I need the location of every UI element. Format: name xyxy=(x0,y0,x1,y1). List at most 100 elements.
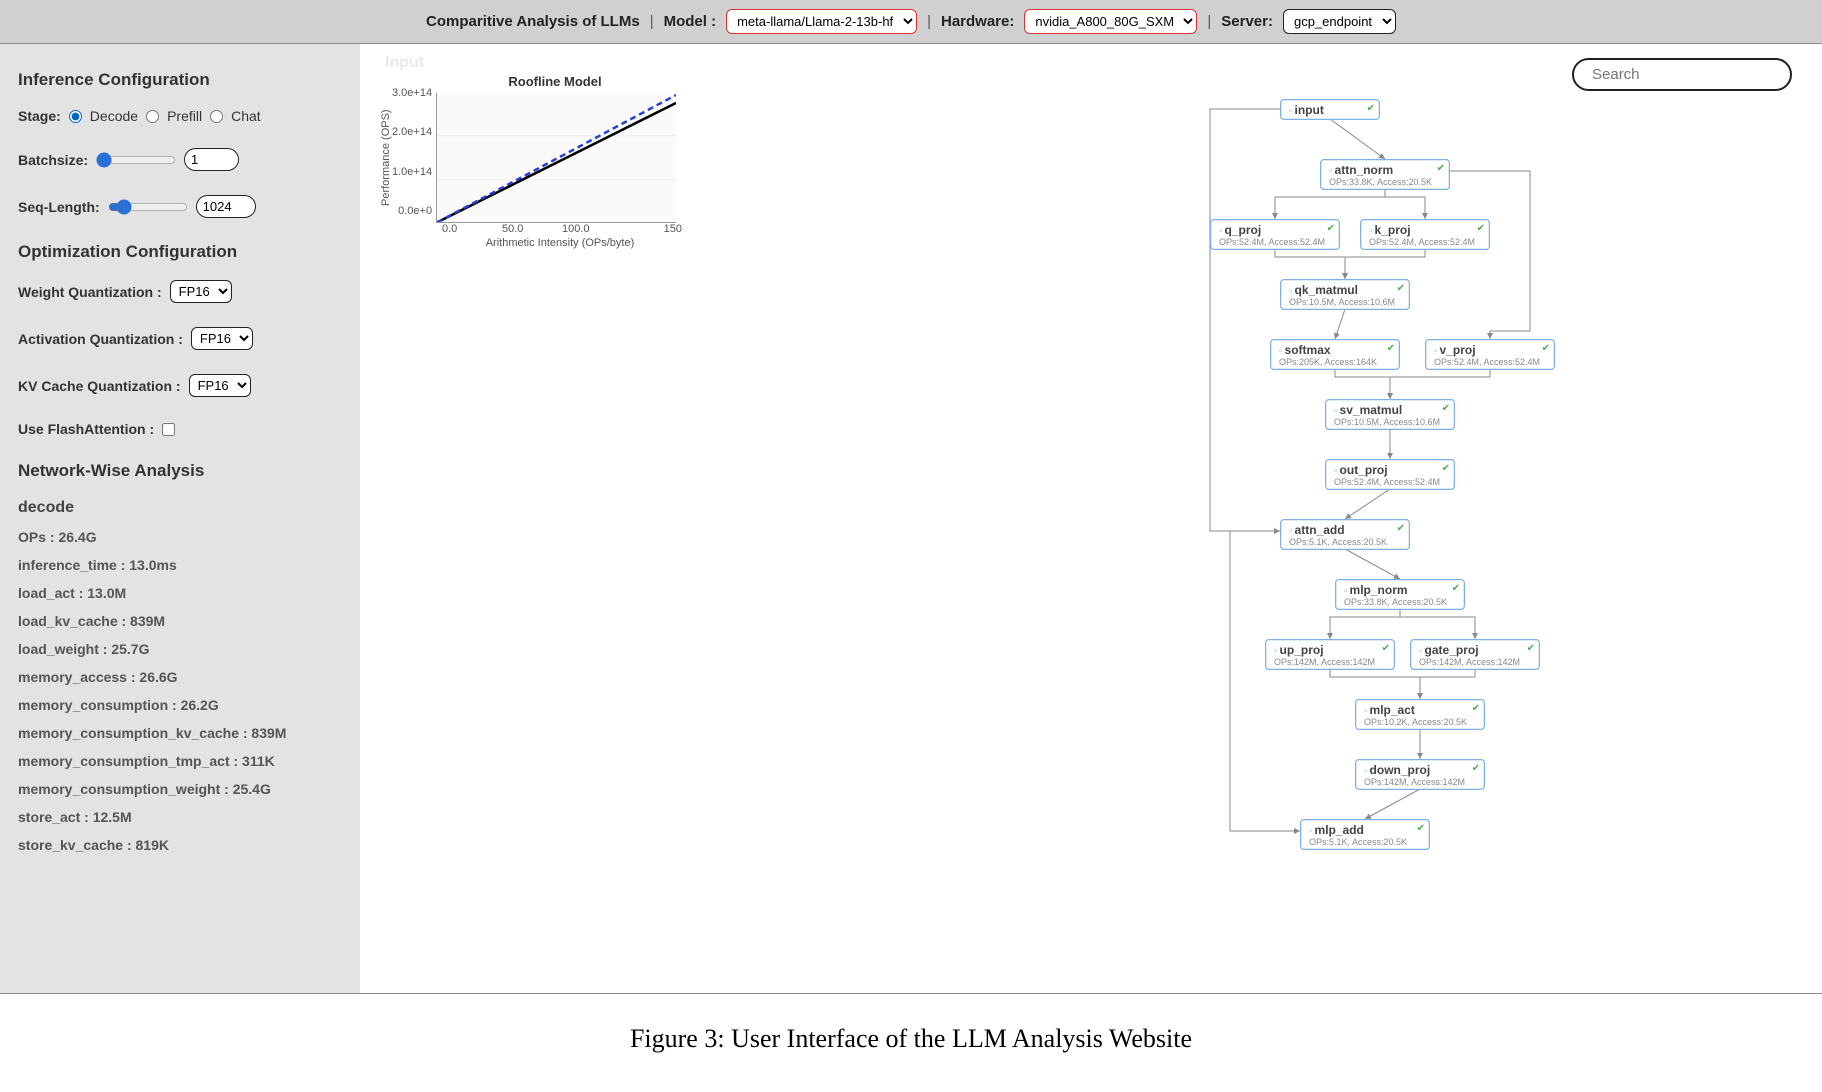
node-meta: OPs:52.4M, Access:52.4M xyxy=(1369,237,1481,247)
graph-node-q_proj[interactable]: ✔q_projOPs:52.4M, Access:52.4M xyxy=(1210,219,1340,250)
graph-node-v_proj[interactable]: ✔v_projOPs:52.4M, Access:52.4M xyxy=(1425,339,1555,370)
batchsize-row: Batchsize: xyxy=(18,148,342,171)
stat-row: load_kv_cache : 839M xyxy=(18,613,342,629)
graph-node-up_proj[interactable]: ✔up_projOPs:142M, Access:142M xyxy=(1265,639,1395,670)
inference-config-header: Inference Configuration xyxy=(18,70,342,90)
node-label: q_proj xyxy=(1219,223,1331,237)
check-icon: ✔ xyxy=(1397,283,1405,294)
node-label: out_proj xyxy=(1334,463,1446,477)
graph-node-qk_matmul[interactable]: ✔qk_matmulOPs:10.5M, Access:10.6M xyxy=(1280,279,1410,310)
graph-node-mlp_add[interactable]: ✔mlp_addOPs:5.1K, Access:20.5K xyxy=(1300,819,1430,850)
stage-option-decode: Decode xyxy=(90,108,138,124)
graph-node-out_proj[interactable]: ✔out_projOPs:52.4M, Access:52.4M xyxy=(1325,459,1455,490)
node-meta: OPs:10.5M, Access:10.6M xyxy=(1334,417,1446,427)
seqlen-label: Seq-Length: xyxy=(18,199,100,215)
node-meta: OPs:52.4M, Access:52.4M xyxy=(1434,357,1546,367)
graph-node-down_proj[interactable]: ✔down_projOPs:142M, Access:142M xyxy=(1355,759,1485,790)
node-label: k_proj xyxy=(1369,223,1481,237)
node-meta: OPs:5.1K, Access:20.5K xyxy=(1289,537,1401,547)
node-label: v_proj xyxy=(1434,343,1546,357)
graph-node-gate_proj[interactable]: ✔gate_projOPs:142M, Access:142M xyxy=(1410,639,1540,670)
node-label: up_proj xyxy=(1274,643,1386,657)
node-label: attn_norm xyxy=(1329,163,1441,177)
node-label: gate_proj xyxy=(1419,643,1531,657)
node-label: mlp_act xyxy=(1364,703,1476,717)
stat-row: store_kv_cache : 819K xyxy=(18,837,342,853)
stage-radio-chat[interactable] xyxy=(210,110,223,123)
node-meta: OPs:205K, Access:164K xyxy=(1279,357,1391,367)
node-label: down_proj xyxy=(1364,763,1476,777)
graph-edges xyxy=(360,44,1822,993)
compute-graph: ✔input✔attn_normOPs:33.8K, Access:20.5K✔… xyxy=(360,44,1822,993)
check-icon: ✔ xyxy=(1327,223,1335,234)
main-area: Inference Configuration Stage: Decode Pr… xyxy=(0,44,1822,994)
batchsize-slider[interactable] xyxy=(96,152,176,168)
graph-node-k_proj[interactable]: ✔k_projOPs:52.4M, Access:52.4M xyxy=(1360,219,1490,250)
kvcache-quant-select[interactable]: FP16 xyxy=(189,374,251,397)
topbar-title: Comparitive Analysis of LLMs xyxy=(426,13,640,30)
stage-row: Stage: Decode Prefill Chat xyxy=(18,108,342,124)
stat-row: memory_access : 26.6G xyxy=(18,669,342,685)
node-label: qk_matmul xyxy=(1289,283,1401,297)
check-icon: ✔ xyxy=(1367,103,1375,114)
stage-option-chat: Chat xyxy=(231,108,261,124)
graph-node-mlp_norm[interactable]: ✔mlp_normOPs:33.8K, Access:20.5K xyxy=(1335,579,1465,610)
graph-node-attn_add[interactable]: ✔attn_addOPs:5.1K, Access:20.5K xyxy=(1280,519,1410,550)
activation-quant-select[interactable]: FP16 xyxy=(191,327,253,350)
stat-row: load_weight : 25.7G xyxy=(18,641,342,657)
seqlen-slider[interactable] xyxy=(108,199,188,215)
graph-node-sv_matmul[interactable]: ✔sv_matmulOPs:10.5M, Access:10.6M xyxy=(1325,399,1455,430)
stage-label: Stage: xyxy=(18,108,61,124)
node-label: mlp_norm xyxy=(1344,583,1456,597)
separator: | xyxy=(927,13,931,30)
model-select[interactable]: meta-llama/Llama-2-13b-hf xyxy=(726,9,917,34)
server-select[interactable]: gcp_endpoint xyxy=(1283,9,1396,34)
stat-row: memory_consumption_weight : 25.4G xyxy=(18,781,342,797)
optim-config-header: Optimization Configuration xyxy=(18,242,342,262)
check-icon: ✔ xyxy=(1527,643,1535,654)
check-icon: ✔ xyxy=(1387,343,1395,354)
weight-quant-row: Weight Quantization : FP16 xyxy=(18,280,342,303)
graph-node-mlp_act[interactable]: ✔mlp_actOPs:10.2K, Access:20.5K xyxy=(1355,699,1485,730)
separator: | xyxy=(1207,13,1211,30)
model-label: Model : xyxy=(664,13,717,30)
node-meta: OPs:52.4M, Access:52.4M xyxy=(1219,237,1331,247)
node-meta: OPs:142M, Access:142M xyxy=(1419,657,1531,667)
stage-radio-decode[interactable] xyxy=(69,110,82,123)
canvas: Input Roofline Model Performance (OPS) 3… xyxy=(360,44,1822,993)
node-label: sv_matmul xyxy=(1334,403,1446,417)
check-icon: ✔ xyxy=(1382,643,1390,654)
check-icon: ✔ xyxy=(1477,223,1485,234)
stat-row: memory_consumption_tmp_act : 311K xyxy=(18,753,342,769)
graph-node-attn_norm[interactable]: ✔attn_normOPs:33.8K, Access:20.5K xyxy=(1320,159,1450,190)
activation-quant-label: Activation Quantization : xyxy=(18,331,183,347)
check-icon: ✔ xyxy=(1542,343,1550,354)
stage-radio-prefill[interactable] xyxy=(146,110,159,123)
activation-quant-row: Activation Quantization : FP16 xyxy=(18,327,342,350)
check-icon: ✔ xyxy=(1472,763,1480,774)
hardware-select[interactable]: nvidia_A800_80G_SXM xyxy=(1024,9,1197,34)
flashattention-checkbox[interactable] xyxy=(162,423,175,436)
node-label: attn_add xyxy=(1289,523,1401,537)
check-icon: ✔ xyxy=(1442,463,1450,474)
node-meta: OPs:142M, Access:142M xyxy=(1274,657,1386,667)
node-meta: OPs:5.1K, Access:20.5K xyxy=(1309,837,1421,847)
figure-caption: Figure 3: User Interface of the LLM Anal… xyxy=(0,1024,1822,1054)
stats-list: OPs : 26.4G inference_time : 13.0ms load… xyxy=(18,529,342,853)
stage-option-prefill: Prefill xyxy=(167,108,202,124)
graph-node-input[interactable]: ✔input xyxy=(1280,99,1380,120)
stat-row: store_act : 12.5M xyxy=(18,809,342,825)
stat-row: memory_consumption : 26.2G xyxy=(18,697,342,713)
separator: | xyxy=(650,13,654,30)
batchsize-label: Batchsize: xyxy=(18,152,88,168)
batchsize-input[interactable] xyxy=(184,148,239,171)
graph-node-softmax[interactable]: ✔softmaxOPs:205K, Access:164K xyxy=(1270,339,1400,370)
topbar: Comparitive Analysis of LLMs | Model : m… xyxy=(0,0,1822,44)
stat-row: OPs : 26.4G xyxy=(18,529,342,545)
seqlen-input[interactable] xyxy=(196,195,256,218)
check-icon: ✔ xyxy=(1437,163,1445,174)
node-label: mlp_add xyxy=(1309,823,1421,837)
weight-quant-select[interactable]: FP16 xyxy=(170,280,232,303)
flashattention-label: Use FlashAttention : xyxy=(18,421,154,437)
node-meta: OPs:10.2K, Access:20.5K xyxy=(1364,717,1476,727)
